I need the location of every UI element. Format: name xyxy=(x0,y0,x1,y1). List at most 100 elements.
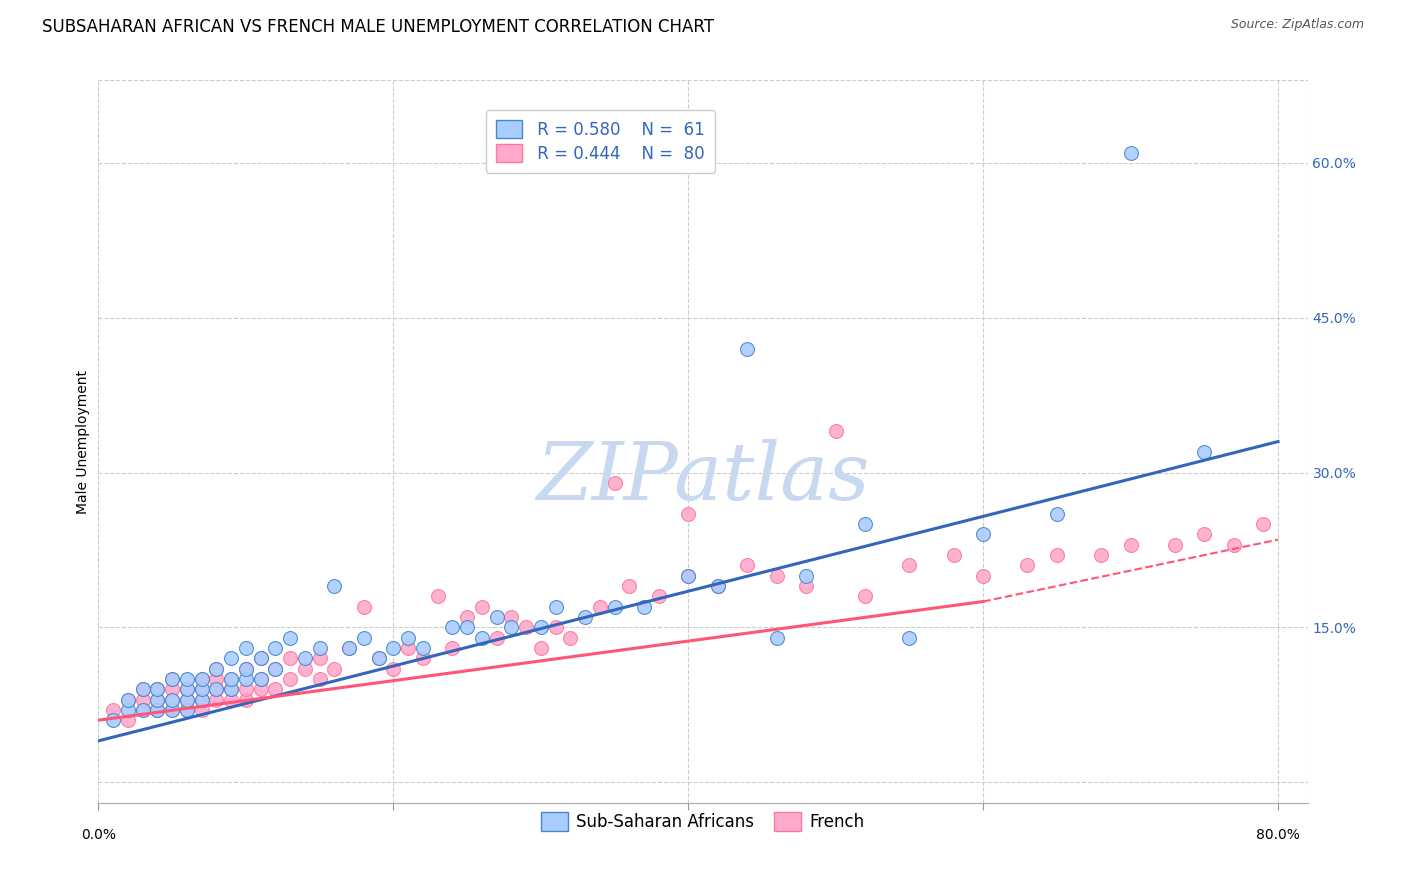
Point xyxy=(160,682,183,697)
Point xyxy=(485,631,508,645)
Point xyxy=(146,682,169,697)
Point xyxy=(412,640,434,655)
Point xyxy=(160,692,183,706)
Point xyxy=(530,620,553,634)
Point xyxy=(1194,445,1216,459)
Point xyxy=(249,682,271,697)
Point xyxy=(456,610,478,624)
Point xyxy=(176,682,198,697)
Point xyxy=(337,640,360,655)
Point xyxy=(648,590,671,604)
Point xyxy=(176,703,198,717)
Point xyxy=(972,527,994,541)
Text: Source: ZipAtlas.com: Source: ZipAtlas.com xyxy=(1230,18,1364,31)
Point xyxy=(942,548,965,562)
Point xyxy=(1046,507,1069,521)
Point xyxy=(794,568,817,582)
Point xyxy=(190,703,212,717)
Point xyxy=(146,682,169,697)
Point xyxy=(278,631,301,645)
Point xyxy=(160,703,183,717)
Point xyxy=(1119,145,1142,160)
Point xyxy=(264,682,287,697)
Point xyxy=(190,682,212,697)
Point xyxy=(219,682,242,697)
Point xyxy=(1194,527,1216,541)
Point xyxy=(706,579,728,593)
Text: ZIPatlas: ZIPatlas xyxy=(536,439,870,516)
Point xyxy=(176,682,198,697)
Point xyxy=(367,651,389,665)
Point xyxy=(264,640,287,655)
Point xyxy=(412,651,434,665)
Point xyxy=(544,620,567,634)
Point xyxy=(190,672,212,686)
Point xyxy=(117,713,139,727)
Point xyxy=(574,610,596,624)
Point xyxy=(501,610,523,624)
Point xyxy=(219,682,242,697)
Point xyxy=(353,631,375,645)
Point xyxy=(235,662,257,676)
Point xyxy=(501,620,523,634)
Point xyxy=(794,579,817,593)
Point xyxy=(205,682,228,697)
Point xyxy=(853,517,876,532)
Point xyxy=(235,682,257,697)
Point xyxy=(367,651,389,665)
Point xyxy=(765,568,787,582)
Point xyxy=(603,599,626,614)
Point xyxy=(235,692,257,706)
Point xyxy=(190,672,212,686)
Point xyxy=(898,631,921,645)
Point xyxy=(471,599,494,614)
Text: 0.0%: 0.0% xyxy=(82,828,115,842)
Point xyxy=(678,507,700,521)
Point xyxy=(382,640,405,655)
Point xyxy=(456,620,478,634)
Point xyxy=(619,579,641,593)
Point xyxy=(131,692,153,706)
Text: 80.0%: 80.0% xyxy=(1256,828,1301,842)
Point xyxy=(101,713,124,727)
Point xyxy=(308,640,330,655)
Point xyxy=(190,692,212,706)
Point xyxy=(160,703,183,717)
Point xyxy=(1253,517,1275,532)
Point xyxy=(117,692,139,706)
Point xyxy=(294,662,316,676)
Point xyxy=(146,703,169,717)
Point xyxy=(176,692,198,706)
Point xyxy=(205,682,228,697)
Point xyxy=(264,662,287,676)
Point xyxy=(101,703,124,717)
Point xyxy=(1223,538,1246,552)
Point xyxy=(235,662,257,676)
Point xyxy=(515,620,537,634)
Point xyxy=(441,620,464,634)
Point xyxy=(249,672,271,686)
Point xyxy=(735,558,758,573)
Point xyxy=(633,599,655,614)
Point xyxy=(176,692,198,706)
Point xyxy=(678,568,700,582)
Point xyxy=(278,672,301,686)
Point xyxy=(382,662,405,676)
Point xyxy=(278,651,301,665)
Point xyxy=(560,631,582,645)
Point xyxy=(219,672,242,686)
Point xyxy=(219,651,242,665)
Point xyxy=(824,424,846,438)
Point xyxy=(1119,538,1142,552)
Point xyxy=(1090,548,1112,562)
Legend: Sub-Saharan Africans, French: Sub-Saharan Africans, French xyxy=(534,805,872,838)
Point xyxy=(706,579,728,593)
Point xyxy=(530,640,553,655)
Point xyxy=(396,640,419,655)
Point xyxy=(249,651,271,665)
Point xyxy=(190,682,212,697)
Point xyxy=(1164,538,1187,552)
Point xyxy=(337,640,360,655)
Point xyxy=(131,703,153,717)
Point xyxy=(308,672,330,686)
